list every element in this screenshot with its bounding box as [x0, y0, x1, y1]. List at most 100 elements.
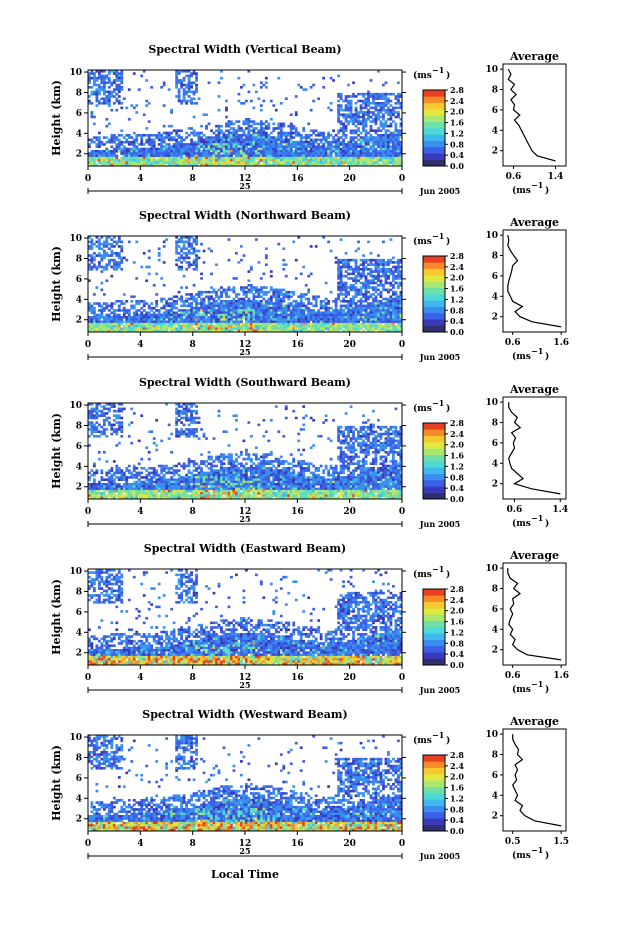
heatmap-cell: [235, 318, 238, 321]
heatmap-cell: [370, 93, 373, 96]
heatmap-cell: [347, 148, 350, 151]
heatmap-cell: [347, 291, 350, 294]
heatmap-cell: [130, 155, 133, 158]
heatmap-cell: [95, 492, 98, 495]
heatmap-cell: [238, 302, 241, 305]
heatmap-cell: [168, 139, 171, 142]
heatmap-cell: [173, 161, 176, 164]
heatmap-cell: [277, 132, 280, 135]
heatmap-cell: [330, 316, 333, 319]
heatmap-cell: [372, 311, 375, 314]
heatmap-cell: [145, 79, 148, 82]
heatmap-cell: [340, 323, 343, 326]
heatmap-cell: [372, 305, 375, 308]
heatmap-cell: [360, 120, 363, 123]
heatmap-cell: [282, 309, 285, 312]
average-y-tick-label: 4: [492, 292, 498, 302]
heatmap-cell: [295, 132, 298, 135]
heatmap-cell: [377, 150, 380, 153]
heatmap-cell: [90, 268, 93, 271]
heatmap-cell: [267, 141, 270, 144]
heatmap-cell: [362, 95, 365, 98]
heatmap-cell: [205, 314, 208, 317]
heatmap-cell: [360, 318, 363, 321]
heatmap-cell: [360, 316, 363, 319]
heatmap-cell: [292, 157, 295, 160]
heatmap-cell: [300, 148, 303, 151]
heatmap-cell: [347, 286, 350, 289]
heatmap-cell: [280, 125, 283, 128]
heatmap-cell: [155, 325, 158, 328]
heatmap-cell: [355, 155, 358, 158]
heatmap-cell: [387, 305, 390, 308]
heatmap-cell: [113, 81, 116, 84]
heatmap-cell: [317, 316, 320, 319]
heatmap-cell: [145, 104, 148, 107]
heatmap-cell: [245, 157, 248, 160]
heatmap-cell: [215, 291, 218, 294]
average-unit-exponent: −1: [531, 346, 543, 356]
heatmap-cell: [347, 150, 350, 153]
heatmap-cell: [342, 129, 345, 132]
heatmap-cell: [315, 145, 318, 148]
heatmap-cell: [395, 97, 398, 100]
heatmap-cell: [395, 268, 398, 271]
heatmap-cell: [118, 143, 121, 146]
heatmap-cell: [220, 321, 223, 324]
heatmap-cell: [260, 295, 263, 298]
heatmap-cell: [190, 132, 193, 135]
heatmap-cell: [292, 321, 295, 324]
heatmap-cell: [218, 145, 221, 148]
heatmap-cell: [255, 291, 258, 294]
heatmap-cell: [355, 109, 358, 112]
heatmap-cell: [200, 323, 203, 326]
heatmap-cell: [340, 159, 343, 162]
heatmap-cell: [138, 316, 141, 319]
heatmap-cell: [392, 161, 395, 164]
heatmap-cell: [390, 314, 393, 317]
heatmap-cell: [218, 129, 221, 132]
heatmap-cell: [305, 88, 308, 91]
heatmap-cell: [98, 157, 101, 160]
heatmap-cell: [370, 307, 373, 310]
heatmap-cell: [377, 293, 380, 296]
heatmap-cell: [118, 88, 121, 91]
heatmap-cell: [115, 139, 118, 142]
heatmap-cell: [287, 125, 290, 128]
heatmap-cell: [347, 263, 350, 266]
heatmap-cell: [380, 325, 383, 328]
heatmap-cell: [95, 428, 98, 431]
heatmap-cell: [143, 302, 146, 305]
heatmap-cell: [100, 143, 103, 146]
heatmap-cell: [345, 150, 348, 153]
heatmap-cell: [163, 84, 166, 87]
heatmap-cell: [233, 314, 236, 317]
heatmap-cell: [295, 318, 298, 321]
heatmap-cell: [128, 311, 131, 314]
heatmap-cell: [105, 321, 108, 324]
heatmap-cell: [128, 327, 131, 330]
heatmap-cell: [315, 302, 318, 305]
colorbar-segment: [423, 281, 445, 288]
heatmap-cell: [267, 305, 270, 308]
heatmap-cell: [260, 307, 263, 310]
heatmap-cell: [95, 100, 98, 103]
heatmap-cell: [337, 273, 340, 276]
heatmap-cell: [262, 145, 265, 148]
heatmap-cell: [203, 307, 206, 310]
heatmap-cell: [205, 157, 208, 160]
heatmap-cell: [140, 134, 143, 137]
heatmap-cell: [372, 293, 375, 296]
heatmap-cell: [220, 316, 223, 319]
heatmap-cell: [108, 247, 111, 250]
heatmap-cell: [228, 132, 231, 135]
heatmap-cell: [265, 81, 268, 84]
heatmap-cell: [110, 318, 113, 321]
heatmap-cell: [120, 161, 123, 164]
heatmap-cell: [133, 311, 136, 314]
heatmap-cell: [272, 323, 275, 326]
heatmap-cell: [95, 84, 98, 87]
heatmap-cell: [170, 136, 173, 139]
heatmap-cell: [370, 155, 373, 158]
heatmap-cell: [93, 136, 96, 139]
